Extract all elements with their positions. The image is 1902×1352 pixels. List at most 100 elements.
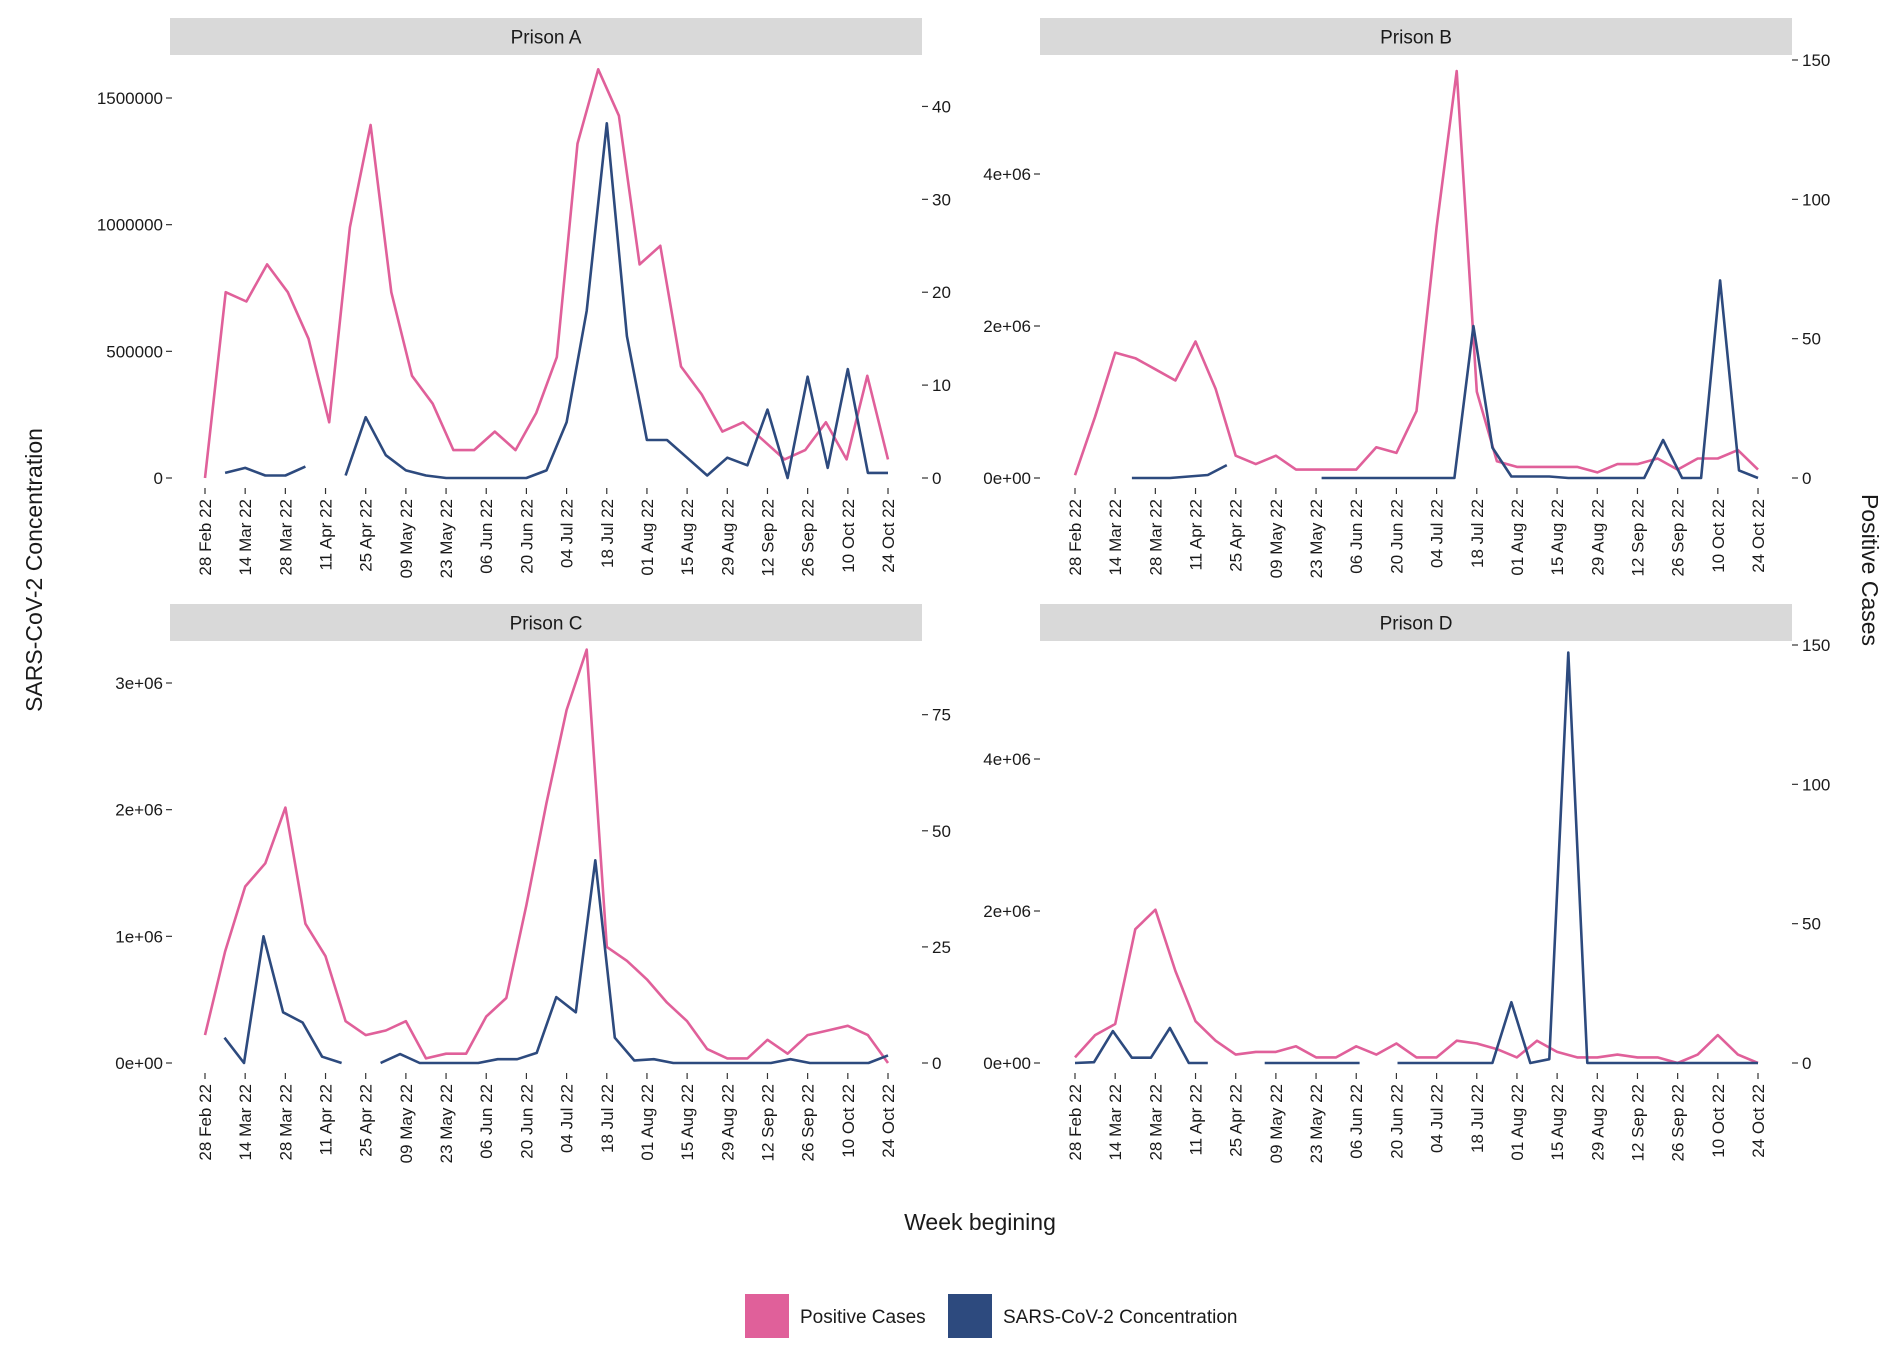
y-axis-right-title: Positive Cases [1857, 494, 1883, 646]
x-tick-label: 24 Oct 22 [879, 1084, 898, 1158]
x-tick-label: 14 Mar 22 [1106, 1084, 1125, 1161]
x-tick-label: 23 May 22 [1307, 1084, 1326, 1163]
x-tick-label: 14 Mar 22 [1106, 499, 1125, 576]
x-tick-label: 12 Sep 22 [1629, 499, 1648, 577]
x-tick-label: 06 Jun 22 [477, 499, 496, 574]
x-tick-label: 15 Aug 22 [678, 499, 697, 576]
x-tick-label: 09 May 22 [397, 499, 416, 578]
right-tick-label: 40 [932, 97, 951, 116]
series-positive-cases-prison-a [203, 68, 890, 479]
panel-strip-prison-d [1040, 604, 1792, 641]
x-tick-label: 20 Jun 22 [1387, 499, 1406, 574]
right-tick-label: 20 [932, 283, 951, 302]
right-tick-label: 100 [1802, 190, 1830, 209]
x-tick-label: 24 Oct 22 [879, 499, 898, 573]
x-tick-label: 06 Jun 22 [1347, 1084, 1366, 1159]
x-tick-label: 04 Jul 22 [1428, 499, 1447, 568]
x-tick-label: 29 Aug 22 [1588, 499, 1607, 576]
x-tick-label: 04 Jul 22 [558, 1084, 577, 1153]
x-tick-label: 09 May 22 [397, 1084, 416, 1163]
x-tick-label: 06 Jun 22 [1347, 499, 1366, 574]
panel-strip-prison-c [170, 604, 922, 641]
x-tick-label: 28 Mar 22 [276, 1084, 295, 1161]
right-tick-label: 100 [1802, 775, 1830, 794]
x-tick-label: 01 Aug 22 [1508, 499, 1527, 576]
x-tick-label: 24 Oct 22 [1749, 1084, 1768, 1158]
x-tick-label: 14 Mar 22 [236, 499, 255, 576]
x-tick-label: 29 Aug 22 [718, 499, 737, 576]
left-tick-label: 2e+06 [115, 801, 163, 820]
x-tick-label: 29 Aug 22 [1588, 1084, 1607, 1161]
panel-strip-prison-b [1040, 18, 1792, 55]
x-tick-label: 04 Jul 22 [1428, 1084, 1447, 1153]
panel-prison-d: Prison D 0e+00 2e+06 4e+06 0 50 100 150 28 Feb 2… [983, 604, 1830, 1163]
x-tick-label: 28 Feb 22 [196, 499, 215, 576]
right-tick-label: 0 [932, 469, 941, 488]
x-tick-label: 18 Jul 22 [1468, 1084, 1487, 1153]
right-tick-label: 75 [932, 706, 951, 725]
x-tick-label: 20 Jun 22 [517, 499, 536, 574]
x-tick-label: 01 Aug 22 [638, 1084, 657, 1161]
x-tick-label: 26 Sep 22 [799, 1084, 818, 1162]
left-tick-label: 1e+06 [115, 927, 163, 946]
x-tick-label: 11 Apr 22 [1187, 499, 1206, 571]
series-positive-cases-prison-b [1073, 69, 1759, 476]
panel-prison-a: Prison A 0 500000 1000000 1500000 0 10 20 30 40 28… [97, 18, 951, 578]
left-tick-label: 0e+00 [115, 1054, 163, 1073]
left-tick-label: 2e+06 [983, 317, 1031, 336]
left-tick-label: 3e+06 [115, 674, 163, 693]
x-tick-label: 28 Feb 22 [1066, 1084, 1085, 1161]
right-tick-label: 0 [1802, 1054, 1811, 1073]
x-tick-label: 15 Aug 22 [1548, 1084, 1567, 1161]
x-tick-label: 29 Aug 22 [718, 1084, 737, 1161]
panel-strip-prison-a [170, 18, 922, 55]
x-tick-label: 25 Apr 22 [357, 499, 376, 572]
right-tick-label: 50 [1802, 915, 1821, 934]
panel-title-prison-b: Prison B [1380, 28, 1452, 49]
x-tick-label: 12 Sep 22 [759, 499, 778, 577]
left-tick-label: 4e+06 [983, 165, 1031, 184]
left-tick-label: 0e+00 [983, 1054, 1031, 1073]
left-tick-label: 1000000 [97, 216, 163, 235]
x-tick-label: 26 Sep 22 [1669, 499, 1688, 577]
x-tick-label: 01 Aug 22 [638, 499, 657, 576]
right-tick-label: 10 [932, 376, 951, 395]
x-tick-label: 25 Apr 22 [357, 1084, 376, 1157]
panel-prison-c: Prison C 0e+00 1e+06 2e+06 3e+06 0 25 50 75 28 Fe… [115, 604, 951, 1163]
left-tick-label: 0e+00 [983, 469, 1031, 488]
panel-title-prison-d: Prison D [1380, 614, 1453, 635]
series-positive-cases-prison-c [203, 648, 890, 1064]
x-tick-label: 25 Apr 22 [1227, 1084, 1246, 1157]
right-tick-label: 150 [1802, 636, 1830, 655]
x-tick-label: 14 Mar 22 [236, 1084, 255, 1161]
legend: Positive Cases SARS-CoV-2 Concentration [745, 1294, 1237, 1338]
x-tick-label: 23 May 22 [1307, 499, 1326, 578]
x-tick-label: 18 Jul 22 [598, 499, 617, 568]
x-tick-label: 24 Oct 22 [1749, 499, 1768, 573]
x-tick-label: 25 Apr 22 [1227, 499, 1246, 572]
legend-label-concentration: SARS-CoV-2 Concentration [1003, 1307, 1237, 1328]
x-tick-label: 26 Sep 22 [1669, 1084, 1688, 1162]
x-tick-label: 28 Mar 22 [1146, 1084, 1165, 1161]
series-concentration-prison-b [1131, 279, 1759, 480]
x-tick-label: 10 Oct 22 [839, 1084, 858, 1158]
right-tick-label: 25 [932, 938, 951, 957]
series-concentration-prison-d [1074, 651, 1758, 1065]
left-tick-label: 4e+06 [983, 750, 1031, 769]
x-tick-label: 11 Apr 22 [1187, 1084, 1206, 1156]
panel-prison-b: Prison B 0e+00 2e+06 4e+06 0 50 100 150 28 Feb 2… [983, 18, 1830, 578]
legend-key-positive-cases [745, 1294, 789, 1338]
x-tick-label: 28 Mar 22 [1146, 499, 1165, 576]
series-positive-cases-prison-d [1074, 908, 1759, 1065]
x-tick-label: 04 Jul 22 [558, 499, 577, 568]
series-concentration-prison-c [223, 859, 889, 1065]
x-tick-label: 09 May 22 [1267, 499, 1286, 578]
right-tick-label: 0 [1802, 469, 1811, 488]
x-tick-label: 23 May 22 [437, 499, 456, 578]
x-tick-label: 12 Sep 22 [759, 1084, 778, 1162]
left-tick-label: 500000 [106, 342, 163, 361]
panel-title-prison-c: Prison C [510, 614, 583, 635]
x-tick-label: 11 Apr 22 [317, 1084, 336, 1156]
x-tick-label: 18 Jul 22 [598, 1084, 617, 1153]
